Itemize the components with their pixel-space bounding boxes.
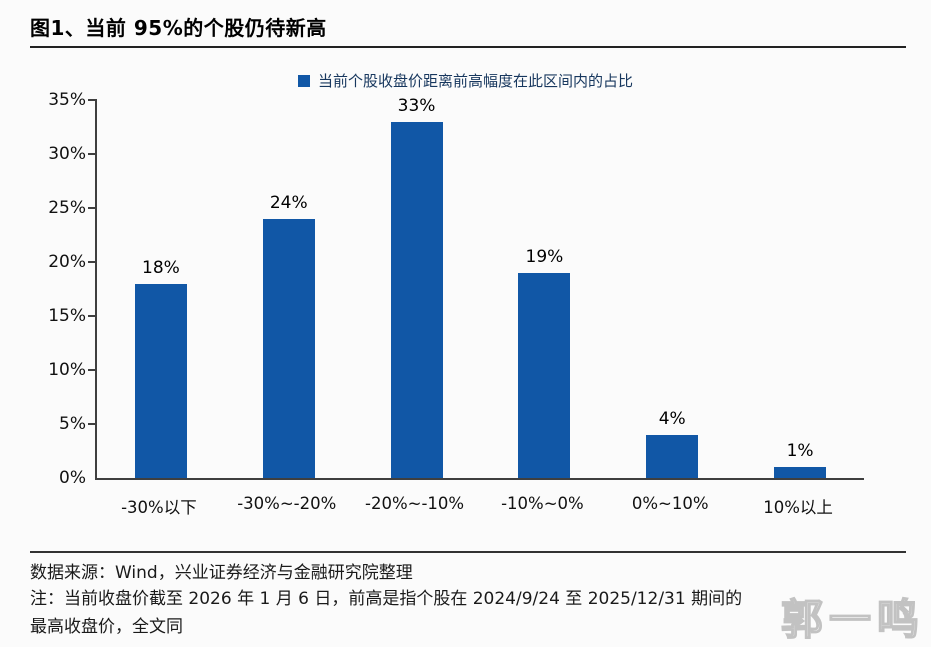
y-tick-label: 35%: [48, 90, 86, 110]
y-axis-tick: [88, 261, 97, 264]
footer-divider: [30, 551, 906, 553]
bar-column: 4%: [608, 100, 736, 478]
bar-column: 18%: [97, 100, 225, 478]
bar-series: 18% 24% 33% 19% 4% 1%: [97, 96, 864, 478]
legend-label: 当前个股收盘价距离前高幅度在此区间内的占比: [317, 72, 633, 90]
y-tick-label: 0%: [59, 468, 86, 488]
y-axis-tick: [88, 315, 97, 317]
y-axis-tick: [88, 207, 97, 209]
y-tick-label: 15%: [48, 306, 86, 326]
bar-value-label: 4%: [658, 408, 686, 429]
bar-column: 19%: [480, 100, 608, 478]
x-category-label: -10%~0%: [501, 494, 584, 513]
bar: [518, 272, 571, 478]
y-tick-label: 30%: [48, 144, 86, 164]
y-axis-tick: [88, 153, 97, 155]
footnote-line-1: 注：当前收盘价截至 2026 年 1 月 6 日，前高是指个股在 2024/9/…: [30, 589, 743, 609]
y-tick-label: 25%: [48, 198, 86, 218]
bar-column: 33%: [353, 96, 481, 478]
y-axis-tick: [88, 369, 97, 372]
y-axis-tick: [88, 99, 97, 101]
x-category-label: -30%以下: [121, 498, 197, 517]
bar-value-label: 24%: [269, 192, 308, 213]
y-tick-label: 5%: [59, 414, 86, 435]
x-category-label: 0%~10%: [631, 494, 709, 513]
bar-value-label: 33%: [397, 95, 436, 116]
y-axis-tick: [88, 423, 97, 426]
bar: [134, 283, 187, 478]
bar-chart-plot-area: 18% 24% 33% 19% 4% 1%: [88, 96, 864, 480]
chart-legend: 当前个股收盘价距离前高幅度在此区间内的占比: [0, 70, 931, 91]
bar-value-label: 1%: [786, 441, 814, 462]
x-category-label: -30%~-20%: [237, 494, 337, 513]
legend-swatch-icon: [297, 74, 310, 87]
x-axis-labels: -30%以下 -30%~-20% -20%~-10% -10%~0% 0%~10% 10%…: [95, 494, 862, 518]
bar: [646, 434, 699, 478]
y-tick-label: 20%: [48, 252, 86, 273]
data-source-text: 数据来源：Wind，兴业证券经济与金融研究院整理: [30, 563, 413, 583]
y-tick-label: 10%: [48, 360, 86, 381]
bar: [774, 467, 827, 478]
footnote-line-2: 最高收盘价，全文同: [30, 617, 183, 637]
y-axis-labels: 0% 5% 10% 15% 20% 25% 30% 35%: [0, 91, 86, 487]
x-category-label: -20%~-10%: [365, 494, 465, 513]
bar-value-label: 18%: [142, 257, 180, 278]
page-title: 图1、当前 95%的个股仍待新高: [30, 16, 327, 40]
title-divider: [30, 46, 906, 48]
x-category-label: 10%以上: [763, 498, 833, 517]
bar-column: 1%: [736, 100, 864, 478]
bar: [262, 218, 315, 478]
watermark: 郭一鸣: [780, 594, 925, 645]
bar-value-label: 19%: [525, 246, 564, 267]
bar-column: 24%: [225, 100, 353, 478]
bar: [390, 121, 443, 478]
